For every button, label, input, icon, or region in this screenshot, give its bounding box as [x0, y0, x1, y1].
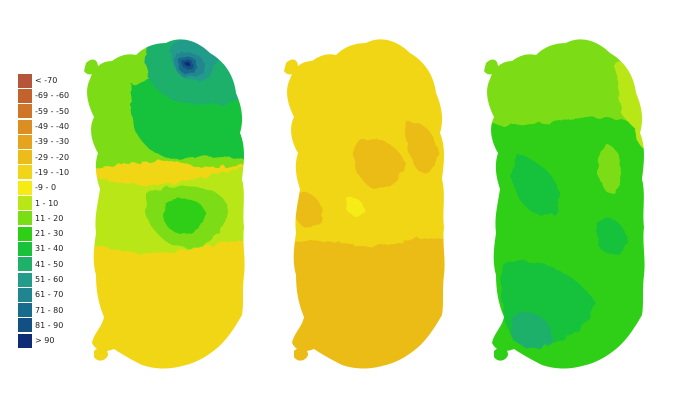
legend-swatch — [18, 287, 32, 302]
legend-item: 61 - 70 — [18, 287, 78, 302]
legend-item: > 90 — [18, 333, 78, 348]
legend-swatch — [18, 196, 32, 211]
legend-swatch — [18, 104, 32, 119]
legend-swatch — [18, 211, 32, 226]
legend-label: 41 - 50 — [35, 259, 64, 269]
legend-item: -69 - -60 — [18, 88, 78, 103]
legend-label: > 90 — [35, 336, 55, 346]
legend-swatch — [18, 134, 32, 149]
legend-item: -59 - -50 — [18, 104, 78, 119]
legend-label: -19 - -10 — [35, 167, 70, 177]
legend-label: 1 - 10 — [35, 198, 59, 208]
legend-label: 81 - 90 — [35, 320, 64, 330]
legend-item: -29 - -20 — [18, 149, 78, 165]
legend-label: 51 - 60 — [35, 275, 64, 284]
color-legend: < -70 -69 - -60 -59 - -50 -49 - -40 -39 - -3… — [18, 73, 78, 348]
legend-label: 71 - 80 — [35, 305, 64, 315]
map-left — [84, 39, 245, 369]
legend-item: -49 - -40 — [18, 119, 78, 134]
legend-item: -9 - 0 — [18, 180, 78, 195]
map-right — [484, 39, 645, 369]
legend-label: -39 - -30 — [35, 137, 70, 147]
map-center — [284, 39, 445, 369]
legend-swatch — [18, 165, 32, 180]
legend-swatch — [18, 180, 32, 195]
legend-swatch — [18, 73, 32, 88]
legend-label: -49 - -40 — [35, 122, 70, 132]
legend-swatch — [18, 333, 32, 348]
legend-label: -59 - -50 — [35, 106, 70, 116]
legend-item: < -70 — [18, 73, 78, 88]
legend-swatch — [18, 241, 32, 256]
legend-swatch — [18, 272, 32, 287]
legend-swatch — [18, 119, 32, 134]
legend-label: 11 - 20 — [35, 213, 64, 223]
legend-item: 41 - 50 — [18, 257, 78, 272]
legend-swatch — [18, 303, 32, 318]
legend-label: -9 - 0 — [35, 183, 57, 193]
legend-item: 11 - 20 — [18, 211, 78, 226]
legend-label: -69 - -60 — [35, 91, 70, 101]
legend-label: 61 - 70 — [35, 290, 64, 300]
legend-label: 21 - 30 — [35, 229, 64, 239]
legend-swatch — [18, 150, 32, 165]
legend-swatch — [18, 226, 32, 241]
legend-label: < -70 — [35, 76, 58, 86]
legend-label: 31 - 40 — [35, 244, 64, 254]
legend-item: 71 - 80 — [18, 302, 78, 318]
legend-item: 21 - 30 — [18, 226, 78, 241]
legend-swatch — [18, 257, 32, 272]
legend-swatch — [18, 318, 32, 333]
legend-item: -19 - -10 — [18, 165, 78, 180]
legend-label: -29 - -20 — [35, 152, 70, 162]
legend-item: -39 - -30 — [18, 134, 78, 149]
legend-item: 51 - 60 — [18, 272, 78, 287]
legend-item: 1 - 10 — [18, 195, 78, 211]
legend-item: 81 - 90 — [18, 318, 78, 333]
legend-swatch — [18, 88, 32, 103]
legend-item: 31 - 40 — [18, 241, 78, 256]
